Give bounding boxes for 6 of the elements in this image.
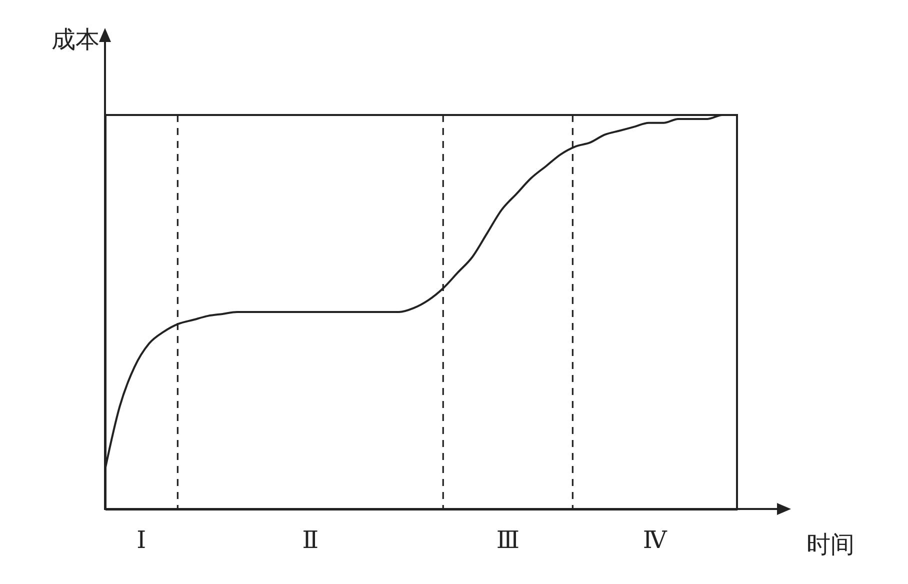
text: Ⅳ — [642, 528, 668, 554]
x-axis-title: 时间 — [806, 532, 854, 558]
y-axis-title: 成本 — [52, 28, 100, 54]
text: Ⅲ — [496, 528, 520, 554]
text: Ⅱ — [302, 528, 319, 554]
text: Ⅰ — [136, 528, 146, 554]
